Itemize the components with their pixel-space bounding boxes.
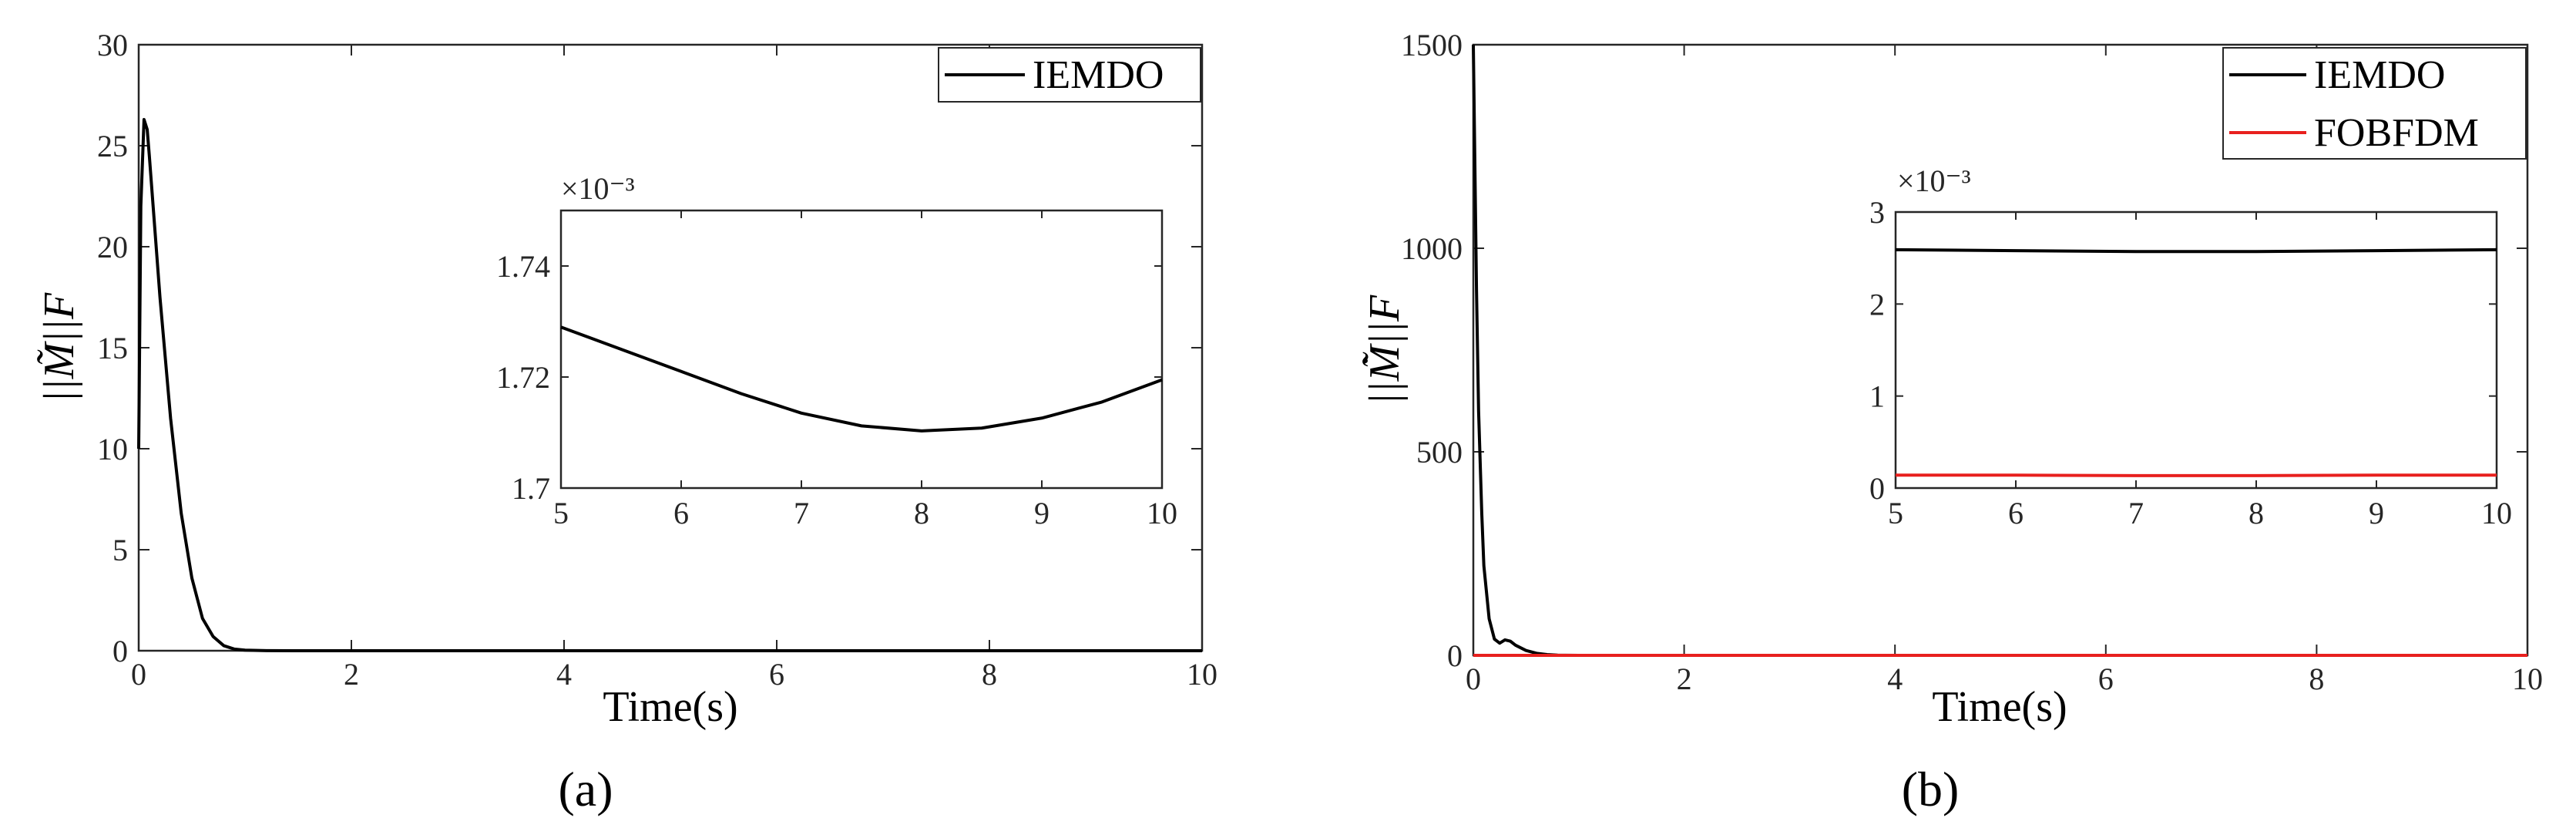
panel-a-inset-ticks: 5 6 7 8 9 10 1.7 1.72 1.74 [496, 210, 1177, 530]
panel-b-xtick-label: 4 [1887, 662, 1903, 696]
panel-a-series-iemdo [137, 117, 1202, 652]
panel-b-inset-xtick-label: 5 [1888, 496, 1903, 530]
panel-b-inset-box [1894, 210, 2498, 490]
panel-a-inset-exponent: ×10⁻³ [561, 171, 635, 206]
panel-a-inset-ytick-label: 1.72 [496, 360, 550, 395]
panel-a-inset-xtick-label: 7 [794, 496, 809, 530]
panel-b-lines [1472, 44, 2527, 657]
panel-a-ytick-label: 20 [97, 230, 128, 264]
panel-b-xlabel: Time(s) [1932, 683, 2067, 731]
panel-b-inset-xtick-label: 9 [2369, 496, 2384, 530]
panel-a-inset-lines [560, 325, 1163, 433]
panel-b-xtick-label: 2 [1677, 662, 1692, 696]
panel-a-xtick-label: 4 [556, 657, 572, 692]
panel-a-ytick-label: 10 [97, 432, 128, 466]
panel-b-inset-xtick-label: 10 [2481, 496, 2512, 530]
panel-a-ytick-label: 5 [113, 533, 128, 567]
panel-b-inset-ytick-label: 2 [1869, 287, 1885, 322]
panel-a-inset-series-iemdo [560, 325, 1163, 433]
panel-b-xtick-label: 8 [2309, 662, 2324, 696]
panel-a: 0 2 4 6 8 10 0 5 10 15 20 25 30 ||M̃||F Time(s) IEMD… [35, 28, 1217, 816]
panel-a-ytick-label: 25 [97, 129, 128, 163]
panel-a-xlabel: Time(s) [603, 683, 737, 731]
panel-a-ylabel: ||M̃||F [35, 292, 83, 402]
panel-a-xtick-label: 10 [1187, 657, 1217, 692]
panel-a-inset-xtick-label: 5 [553, 496, 569, 530]
panel-b-inset-series-fobfdm [1896, 473, 2497, 477]
panel-b-inset-ticks: 5 6 7 8 9 10 0 1 2 3 [1869, 195, 2512, 530]
panel-b-legend-box [2222, 47, 2527, 160]
panel-a-ytick-label: 30 [97, 28, 128, 62]
panel-a-xtick-label: 0 [131, 657, 146, 692]
panel-a-xtick-label: 6 [769, 657, 784, 692]
panel-a-legend: IEMDO [938, 47, 1201, 103]
panel-b-inset-xtick-label: 8 [2249, 496, 2264, 530]
panel-a-ytick-label: 0 [113, 634, 128, 668]
panel-a-inset-box [559, 209, 1164, 490]
panel-a-inset-xtick-label: 8 [914, 496, 929, 530]
panel-a-inset-xtick-label: 10 [1147, 496, 1177, 530]
panel-b-legend-label-fobfdm: FOBFDM [2314, 111, 2479, 155]
panel-a-xtick-label: 8 [982, 657, 997, 692]
panel-b-inset-xtick-label: 7 [2128, 496, 2144, 530]
panel-a-caption: (a) [558, 762, 613, 816]
panel-b-inset-series-iemdo [1895, 247, 2497, 254]
panel-a-legend-label-iemdo: IEMDO [1033, 53, 1164, 97]
panel-b-ytick-label: 1500 [1401, 28, 1463, 62]
panel-b-inset-ytick-label: 0 [1869, 471, 1885, 506]
panel-b-legend: IEMDO FOBFDM [2222, 47, 2527, 160]
panel-a-inset: 5 6 7 8 9 10 1.7 1.72 1.74 ×10⁻³ [496, 171, 1177, 530]
panel-a-lines [137, 117, 1202, 652]
panel-b-ytick-label: 500 [1416, 435, 1463, 470]
panel-a-xtick-label: 2 [344, 657, 359, 692]
panel-b-ytick-label: 0 [1447, 638, 1463, 673]
panel-a-inset-ytick-label: 1.74 [496, 249, 550, 284]
panel-a-ytick-label: 15 [97, 331, 128, 365]
panel-b-inset: 5 6 7 8 9 10 0 1 2 3 ×10⁻³ [1869, 163, 2512, 530]
panel-b-xtick-label: 0 [1466, 662, 1481, 696]
panel-a-inset-xtick-label: 6 [673, 496, 689, 530]
panel-a-inset-xtick-label: 9 [1034, 496, 1050, 530]
panel-b-inset-ytick-label: 1 [1869, 379, 1885, 414]
panel-b-inset-xtick-label: 6 [2008, 496, 2024, 530]
panel-a-ticks: 0 2 4 6 8 10 0 5 10 15 20 25 30 [97, 28, 1217, 692]
panel-b-inset-lines [1895, 247, 2497, 477]
panel-b-ylabel: ||M̃̇||F [1361, 295, 1409, 405]
panel-b-legend-label-iemdo: IEMDO [2314, 53, 2445, 97]
panel-b-xtick-label: 10 [2512, 662, 2543, 696]
panel-b-xtick-label: 6 [2098, 662, 2114, 696]
panel-b-inset-ytick-label: 3 [1869, 195, 1885, 230]
panel-b-ytick-label: 1000 [1401, 231, 1463, 266]
panel-b-inset-exponent: ×10⁻³ [1897, 163, 1971, 198]
panel-b-caption: (b) [1902, 762, 1960, 816]
panel-a-inset-ytick-label: 1.7 [512, 471, 550, 506]
